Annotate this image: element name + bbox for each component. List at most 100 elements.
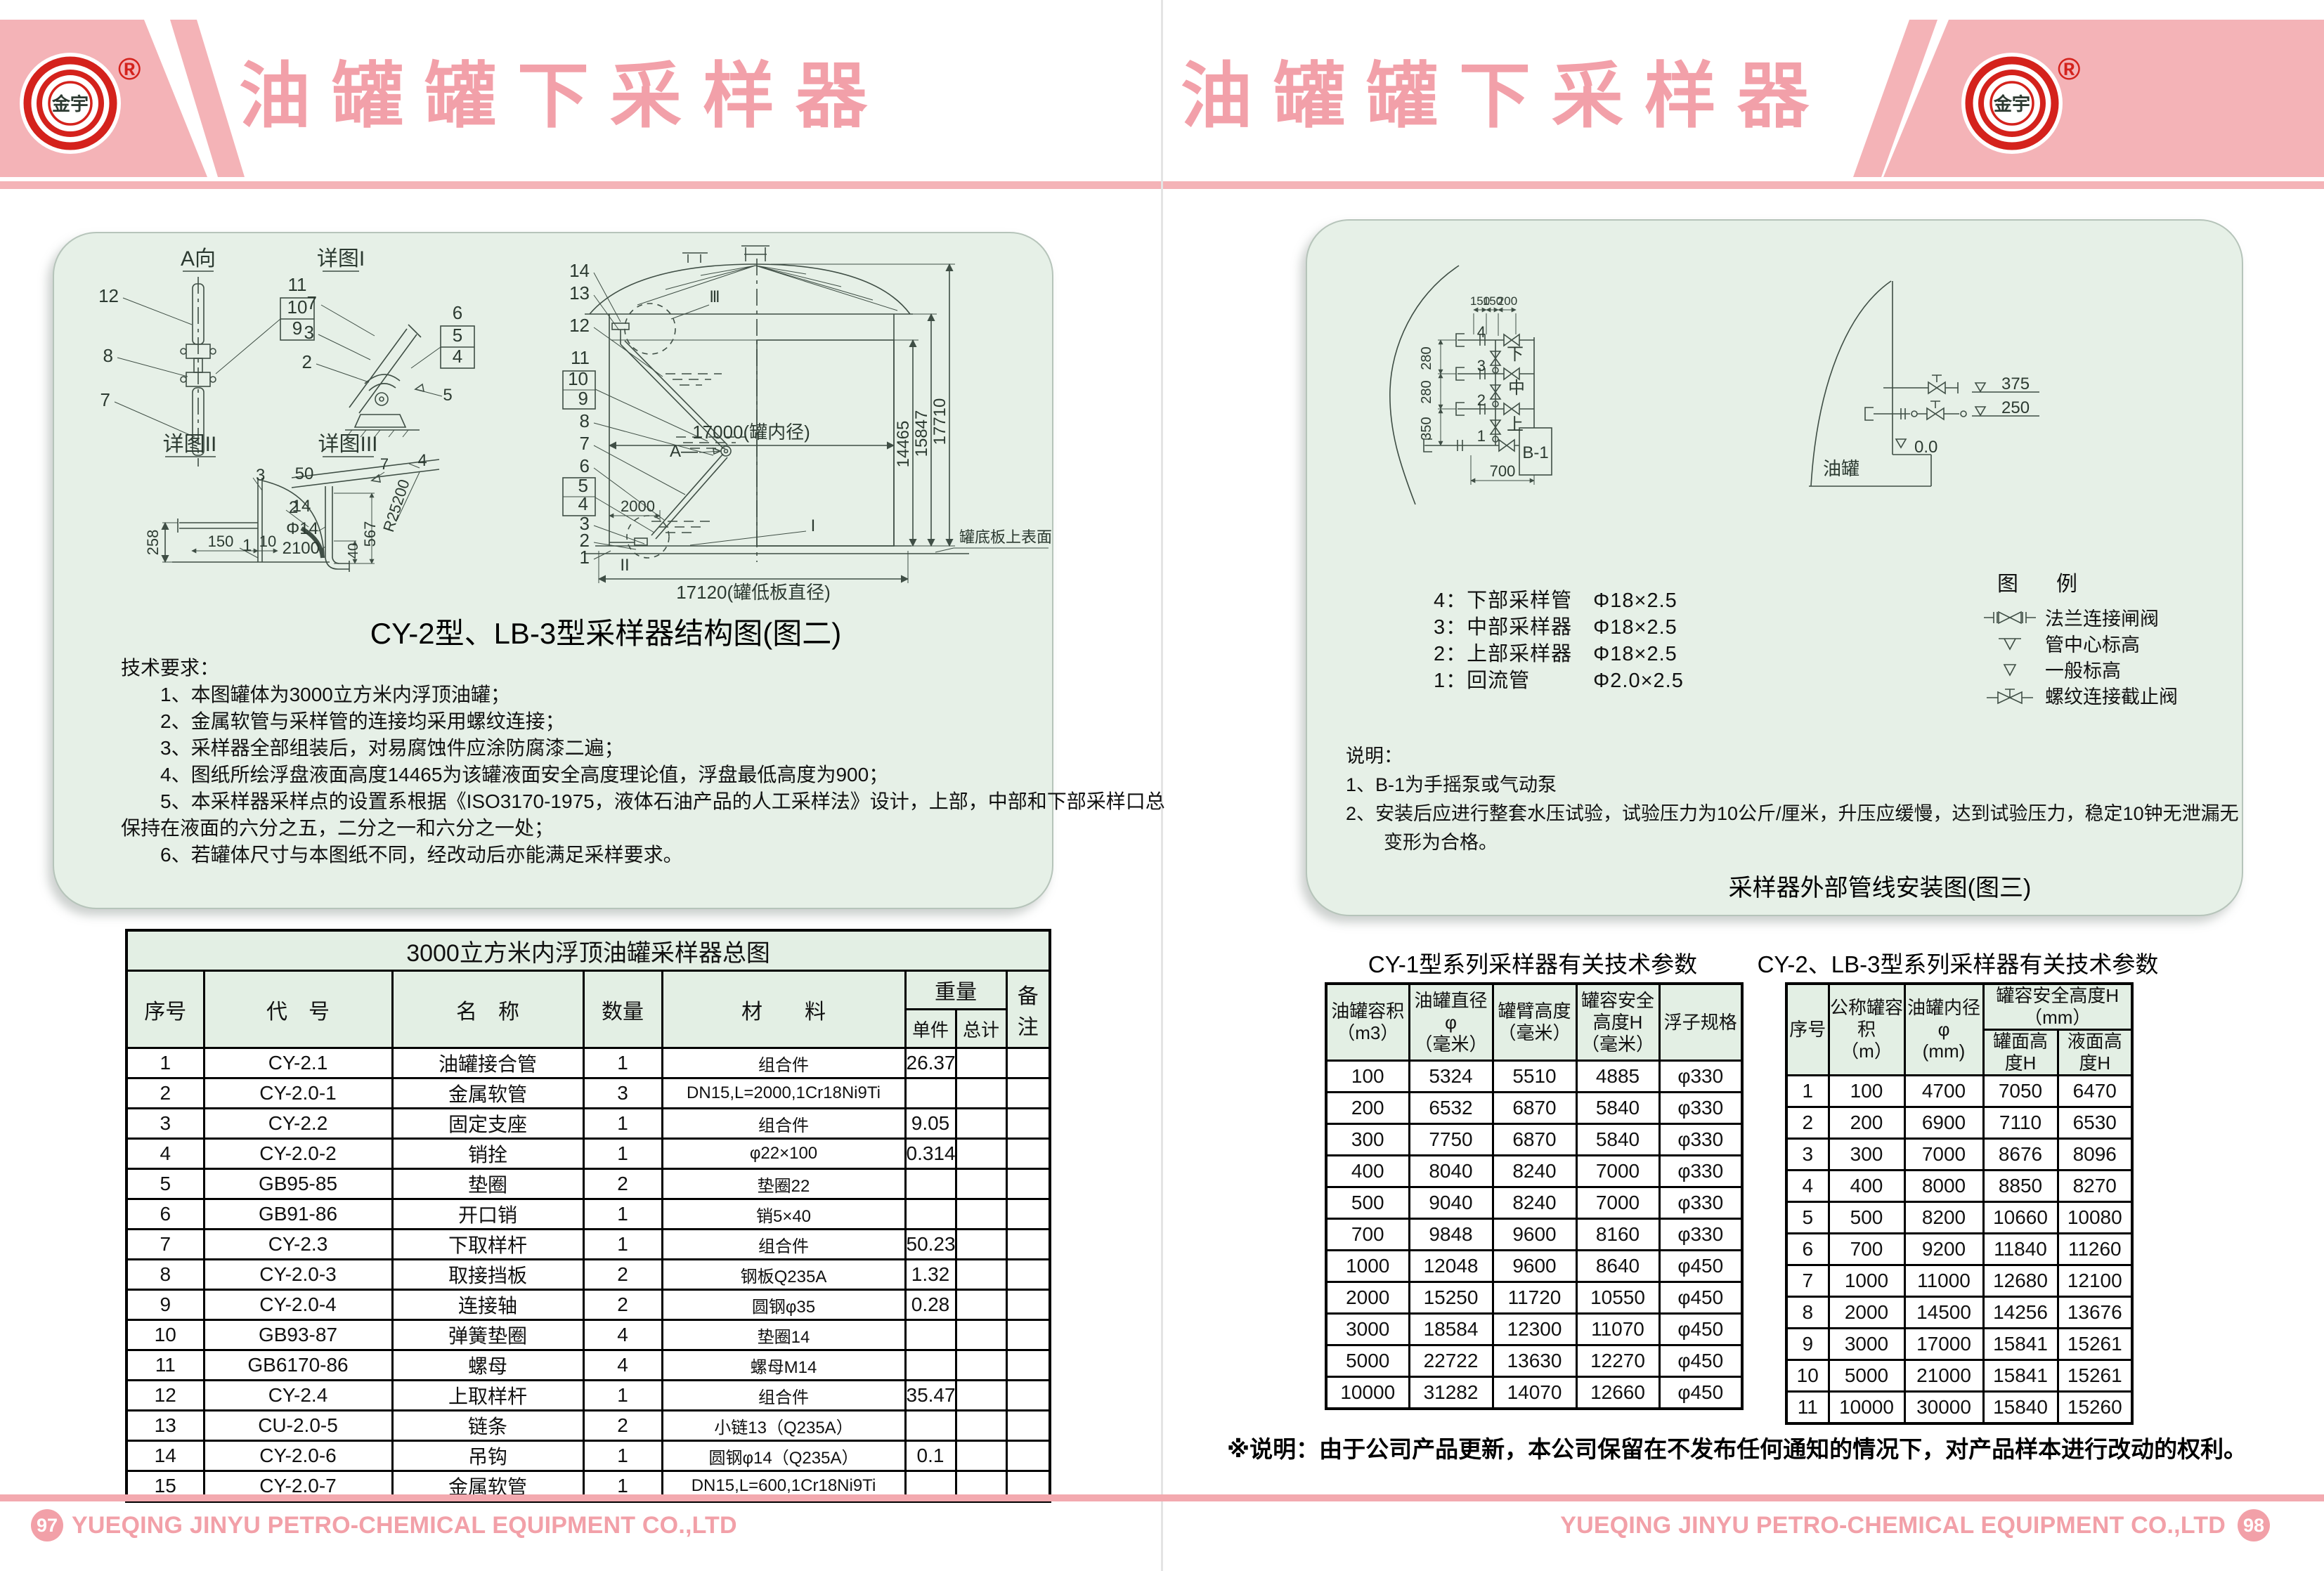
svg-text:567: 567 (361, 521, 379, 547)
table-row: 5 GB95-85 垫圈 2 垫圈22 (125, 1168, 1051, 1200)
svg-text:A向: A向 (181, 247, 216, 270)
detail-view-A (114, 270, 315, 467)
svg-text:详图III: 详图III (318, 433, 377, 456)
svg-text:7: 7 (307, 292, 317, 313)
general-elevation-icon (1975, 661, 2045, 678)
text-line: 4：下部采样管 Φ18×2.5 (1434, 589, 1677, 612)
col-header-qty: 数量 (582, 970, 663, 1049)
text-line: 变形为合格。 (1346, 832, 1498, 853)
col-header-seq: 序号 (125, 970, 205, 1049)
text-line: 5、本采样器采样点的设置系根据《ISO3170-1975，液体石油产品的人工采样… (121, 790, 1165, 812)
svg-text:12: 12 (98, 285, 119, 306)
pipe-center-elevation-icon (1975, 635, 2045, 652)
svg-text:5: 5 (443, 386, 452, 405)
svg-text:Φ14: Φ14 (286, 519, 318, 538)
text-line: 保持在液面的六分之五，二分之一和六分之一处； (121, 817, 554, 839)
table-row: 14 CY-2.0-6 吊钩 1 圆钢φ14（Q235A） 0.1 (125, 1440, 1051, 1472)
table-row: 12 CY-2.4 上取样杆 1 组合件 35.47 (125, 1379, 1051, 1412)
svg-text:A—: A— (670, 442, 698, 461)
detail-view-I (316, 270, 475, 438)
svg-text:5: 5 (578, 475, 588, 496)
svg-text:罐底板上表面: 罐底板上表面 (959, 528, 1052, 546)
table-row: 13 CU-2.0-5 链条 2 小链13（Q235A） (125, 1409, 1051, 1442)
text-line: 说明： (1346, 745, 1403, 767)
svg-text:14: 14 (292, 497, 311, 516)
svg-text:3: 3 (256, 466, 265, 485)
company-logo: 金宇 (1961, 53, 2063, 154)
text-line: 1、B-1为手摇泵或气动泵 (1346, 774, 1557, 795)
detail-view-II (161, 456, 330, 563)
svg-text:150: 150 (208, 533, 234, 550)
svg-text:R25200: R25200 (379, 477, 413, 534)
cy2-table-body: 1 100 4700 7050 6470 2 200 6900 7110 6530 3 300 7000… (1785, 1074, 2134, 1425)
parts-table-title: 3000立方米内浮顶油罐采样器总图 (125, 929, 1051, 972)
table-row: 5000 22722 13630 12270 φ450 (1325, 1344, 1744, 1378)
logo-text: 金宇 (1993, 93, 2030, 115)
registered-trademark-icon: ® (118, 52, 141, 86)
svg-text:4: 4 (578, 493, 588, 514)
table-row: 1000 12048 9600 8640 φ450 (1325, 1249, 1744, 1283)
legend-item: 法兰连接闸阀 (1975, 604, 2235, 630)
table-row: 500 9040 8240 7000 φ330 (1325, 1186, 1744, 1220)
table-row: 100 5324 5510 4885 φ330 (1325, 1060, 1744, 1093)
svg-text:14: 14 (569, 260, 590, 281)
svg-text:4: 4 (453, 346, 462, 367)
table-row: 7 1000 11000 12680 12100 (1785, 1264, 2134, 1298)
flanged-gate-valve-icon (1975, 608, 2045, 627)
svg-text:9: 9 (578, 388, 588, 409)
svg-text:250: 250 (2001, 398, 2030, 417)
legend: 图 例 法兰连接闸阀 (1975, 566, 2235, 708)
col-header-weight-unit: 单件 (904, 1008, 957, 1049)
page-divider (1161, 0, 1163, 1571)
cy2-parameters-table: 序号 公称罐容积 （m） 油罐内径φ (mm) 罐容安全高度H（mm） 罐面高度… (1785, 982, 2134, 1425)
svg-text:2: 2 (289, 498, 298, 517)
table-row: 10 5000 21000 15841 15261 (1785, 1359, 2134, 1393)
text-line: 6、若罐体尺寸与本图纸不同，经改动后亦能满足采样要求。 (121, 844, 683, 866)
parts-list-table: 3000立方米内浮顶油罐采样器总图 序号 代 号 名 称 数量 材 料 重量 备… (125, 929, 1052, 1503)
footer-company-name: YUEQING JINYU PETRO-CHEMICAL EQUIPMENT C… (72, 1512, 737, 1539)
col-header-remark: 备注 (1005, 970, 1051, 1049)
svg-text:280: 280 (1419, 346, 1434, 370)
detail-view-III (291, 456, 440, 572)
svg-text:258: 258 (144, 530, 162, 556)
svg-text:8: 8 (580, 410, 590, 431)
svg-text:0.0: 0.0 (1914, 438, 1937, 457)
col-header-safe-height-group: 罐容安全高度H（mm） (1982, 982, 2134, 1031)
legend-label: 管中心标高 (2045, 634, 2140, 656)
col-header-weight-total: 总计 (954, 1008, 1008, 1049)
svg-text:II: II (620, 556, 629, 575)
svg-text:中: 中 (1508, 379, 1525, 398)
text-line: 2：上部采样器 Φ18×2.5 (1434, 643, 1677, 665)
cy1-table-body: 100 5324 5510 4885 φ330 200 6532 6870 5840 φ330 30… (1325, 1060, 1744, 1410)
svg-text:3: 3 (1477, 357, 1486, 374)
col-header: 油罐容积 （m3） (1325, 982, 1410, 1062)
threaded-globe-valve-icon (1975, 686, 2045, 705)
col-header: 油罐直径φ （毫米） (1408, 982, 1494, 1062)
text-line: 4、图纸所绘浮盘液面高度14465为该罐液面安全高度理论值，浮盘最低高度为900… (121, 764, 889, 786)
col-header-material: 材 料 (661, 970, 907, 1049)
col-header-code: 代 号 (202, 970, 394, 1049)
page-title: 油罐罐下采样器 (239, 56, 888, 136)
svg-text:1: 1 (1477, 427, 1486, 445)
svg-text:13: 13 (569, 282, 590, 304)
col-header-capacity: 公称罐容积 （m） (1827, 982, 1906, 1076)
legend-item: 螺纹连接截止阀 (1975, 682, 2235, 708)
svg-text:17000(罐内径): 17000(罐内径) (692, 422, 810, 443)
svg-text:11: 11 (571, 347, 590, 368)
text-line: 3、采样器全部组装后，对易腐蚀件应涂防腐漆二遍； (121, 737, 624, 759)
table-row: 300 7750 6870 5840 φ330 (1325, 1123, 1744, 1156)
svg-text:10: 10 (287, 296, 308, 318)
table-row: 10000 31282 14070 12660 φ450 (1325, 1376, 1744, 1410)
table-row: 4 400 8000 8850 8270 (1785, 1169, 2134, 1203)
figure-caption: 采样器外部管线安装图(图三) (1728, 875, 2032, 901)
svg-text:150: 150 (1470, 294, 1490, 308)
table-row: 3000 18584 12300 11070 φ450 (1325, 1312, 1744, 1346)
svg-text:下: 下 (1507, 345, 1524, 364)
table-row: 9 3000 17000 15841 15261 (1785, 1327, 2134, 1361)
legend-label: 法兰连接闸阀 (2045, 608, 2159, 630)
svg-text:200: 200 (1498, 294, 1517, 308)
svg-text:17710: 17710 (930, 398, 949, 445)
parts-table-body: 1 CY-2.1 油罐接合管 1 组合件 26.37 2 CY-2.0-1 金属软管 3 DN15,… (125, 1047, 1051, 1503)
svg-text:5: 5 (453, 325, 462, 346)
